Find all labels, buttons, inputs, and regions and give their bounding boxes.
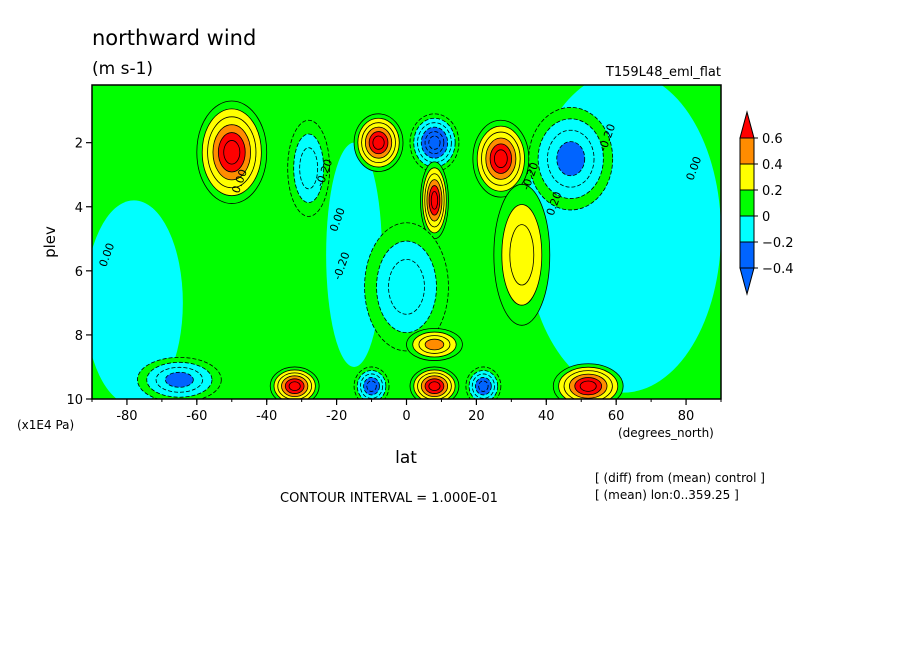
contour-feature: [364, 222, 449, 352]
contour-feature: [465, 366, 502, 399]
contour-level: [223, 140, 241, 165]
contour-level: [428, 381, 441, 392]
contour-feature: [493, 183, 551, 326]
contour-feature: [420, 161, 449, 240]
x-axis-units: (degrees_north): [618, 426, 714, 440]
x-tick-label: -40: [256, 409, 277, 424]
note-mean-lon: [ (mean) lon:0..359.25 ]: [595, 488, 739, 502]
contour-feature: [409, 113, 460, 172]
contour-level: [428, 135, 441, 150]
y-tick-label: 4: [75, 201, 83, 216]
y-tick-label: 8: [75, 329, 83, 344]
colorbar-label: 0.6: [762, 132, 783, 147]
plot-area: 0.000.00 -0.200.00-0.20-0.200.20-0.200.00: [92, 85, 721, 399]
contour-feature: [528, 107, 614, 211]
contour-level: [478, 380, 489, 392]
y-axis-units: (x1E4 Pa): [17, 418, 74, 432]
colorbar-label: 0.4: [762, 158, 783, 173]
note-diff: [ (diff) from (mean) control ]: [595, 471, 765, 485]
x-tick-label: 40: [538, 409, 555, 424]
contour-interval-text: CONTOUR INTERVAL = 1.000E-01: [280, 491, 498, 506]
contour-level: [430, 191, 439, 210]
contour-level: [372, 135, 385, 150]
x-tick-label: 80: [678, 409, 695, 424]
contour-feature: [287, 119, 331, 217]
contour-feature: [353, 113, 404, 172]
contour-level: [299, 147, 319, 190]
contour-feature: [552, 363, 624, 399]
contour-feature: [196, 100, 268, 204]
contour-level: [509, 224, 535, 286]
y-tick-label: 6: [75, 265, 83, 280]
colorbar-swatch: [739, 163, 755, 191]
x-tick-label: 20: [468, 409, 485, 424]
x-axis-label: lat: [395, 448, 417, 468]
colorbar-swatch: [739, 241, 755, 269]
contour-level: [366, 380, 377, 392]
contour-feature: [353, 366, 390, 399]
chart-title: northward wind: [92, 26, 256, 50]
contour-level: [388, 258, 425, 315]
colorbar-label: 0.2: [762, 184, 783, 199]
contour-level: [424, 338, 445, 351]
x-tick-label: 60: [608, 409, 625, 424]
contour-feature: [269, 366, 320, 399]
contour-feature: [472, 119, 530, 198]
contour-level: [288, 381, 301, 392]
colorbar-label: −0.2: [762, 236, 794, 251]
contour-level: [493, 149, 508, 168]
x-tick-label: -80: [116, 409, 137, 424]
contour-feature: [137, 356, 222, 399]
colorbar-label: 0: [762, 210, 770, 225]
colorbar-swatch: [739, 189, 755, 217]
y-tick-label: 10: [66, 393, 83, 408]
colorbar: 0.6 0.4 0.2 0 −0.2 −0.4: [739, 110, 794, 296]
contour-level: [579, 380, 597, 392]
chart-units: (m s-1): [92, 59, 153, 79]
run-label: T159L48_eml_flat: [605, 65, 721, 80]
colorbar-bottom-arrow: [739, 267, 755, 296]
contour-level: [556, 141, 586, 177]
contour-feature: [409, 366, 460, 399]
negative-region: [92, 200, 183, 399]
contour-feature: [406, 328, 463, 361]
x-tick-label: -60: [186, 409, 207, 424]
colorbar-top-arrow: [739, 110, 755, 139]
colorbar-swatch: [739, 137, 755, 165]
colorbar-label: −0.4: [762, 262, 794, 277]
colorbar-swatch: [739, 215, 755, 243]
y-tick-label: 2: [75, 137, 83, 152]
x-tick-label: 0: [402, 409, 410, 424]
x-tick-label: -20: [326, 409, 347, 424]
y-axis-label: plev: [41, 226, 59, 258]
contour-level: [164, 371, 194, 388]
